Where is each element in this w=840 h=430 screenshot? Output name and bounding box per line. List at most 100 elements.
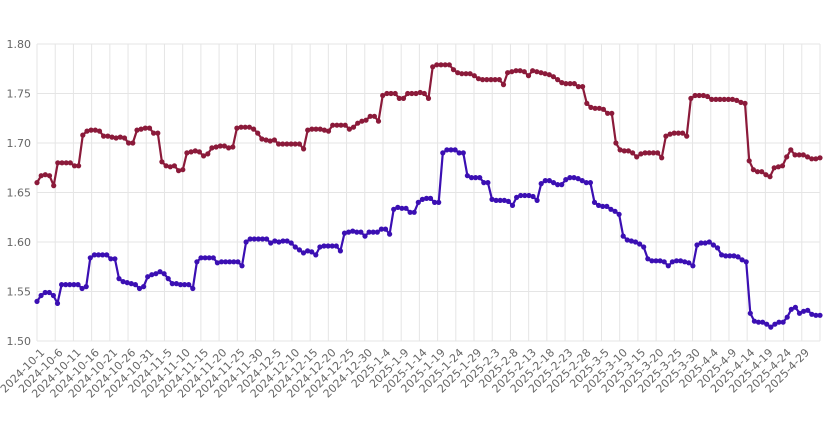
data-point [641, 244, 647, 250]
data-point [246, 124, 252, 130]
data-point [126, 140, 132, 146]
data-point [280, 141, 286, 147]
data-point [182, 282, 188, 288]
data-point [350, 228, 356, 234]
data-point [653, 258, 659, 264]
data-point [334, 122, 340, 128]
data-point [354, 229, 360, 235]
data-point [505, 70, 511, 76]
data-point [616, 211, 622, 217]
data-point [296, 247, 302, 253]
data-point [124, 280, 130, 286]
data-point [341, 230, 348, 236]
data-point [669, 259, 676, 265]
data-point [480, 77, 486, 83]
data-point [218, 259, 225, 265]
data-point [100, 252, 106, 258]
data-point [367, 113, 373, 119]
data-point [313, 252, 319, 258]
data-point [255, 130, 261, 136]
data-point [452, 147, 458, 153]
data-point [604, 203, 610, 209]
data-point [243, 239, 249, 245]
data-point [509, 202, 516, 208]
data-point [501, 197, 507, 203]
data-point [788, 147, 794, 153]
data-point [146, 125, 153, 131]
data-point [555, 182, 561, 188]
data-point [605, 110, 611, 116]
data-point [155, 130, 161, 136]
data-point [743, 259, 749, 265]
data-point [792, 152, 798, 158]
data-point [92, 127, 98, 133]
data-point [678, 258, 684, 264]
series-1 [34, 62, 823, 189]
data-point [95, 252, 102, 258]
data-point [542, 178, 548, 184]
data-point [382, 226, 389, 232]
data-point [321, 127, 327, 133]
data-point [746, 158, 752, 164]
data-point [779, 163, 786, 169]
data-point [134, 127, 140, 133]
data-point [230, 144, 236, 150]
data-point [276, 141, 282, 147]
data-point [760, 319, 766, 325]
data-point [764, 321, 770, 327]
data-point [271, 137, 277, 143]
y-tick-label: 1.60 [7, 236, 32, 249]
data-point [284, 141, 290, 147]
data-point [759, 169, 765, 175]
data-point [613, 140, 619, 146]
data-point [226, 145, 232, 151]
data-point [136, 285, 143, 292]
data-point [171, 163, 177, 169]
data-point [223, 259, 229, 265]
data-point [505, 198, 511, 204]
data-point [500, 82, 507, 88]
data-point [488, 77, 494, 83]
data-point [50, 292, 57, 299]
data-point [442, 62, 448, 68]
data-point [309, 249, 315, 255]
data-point [313, 126, 319, 132]
data-point [809, 156, 815, 162]
data-point [690, 263, 696, 269]
data-point [673, 258, 680, 264]
data-point [239, 263, 245, 269]
data-point [538, 181, 544, 187]
data-point [521, 69, 527, 75]
data-point [423, 195, 430, 201]
data-point [120, 279, 126, 285]
data-point [805, 307, 811, 313]
data-point [642, 150, 648, 156]
data-point [247, 236, 253, 242]
data-point [739, 257, 745, 263]
y-tick-label: 1.75 [7, 88, 32, 101]
data-point [388, 90, 394, 97]
data-point [710, 242, 717, 248]
y-tick-label: 1.50 [7, 335, 32, 348]
data-point [210, 255, 216, 261]
data-point [706, 239, 712, 245]
data-point [460, 150, 466, 156]
data-point [600, 203, 606, 209]
data-point [138, 126, 144, 132]
data-point [214, 260, 220, 266]
data-point [731, 253, 737, 259]
data-point [800, 152, 806, 158]
data-point [59, 160, 65, 166]
data-point [723, 253, 729, 259]
data-point [784, 154, 790, 160]
data-point [721, 96, 727, 102]
data-point [317, 126, 323, 132]
data-point [796, 310, 803, 316]
data-point [768, 324, 774, 330]
data-point [105, 133, 111, 139]
data-point [493, 197, 499, 203]
data-point [475, 76, 482, 82]
data-point [714, 245, 721, 251]
data-point [317, 244, 323, 250]
data-point [729, 96, 736, 102]
